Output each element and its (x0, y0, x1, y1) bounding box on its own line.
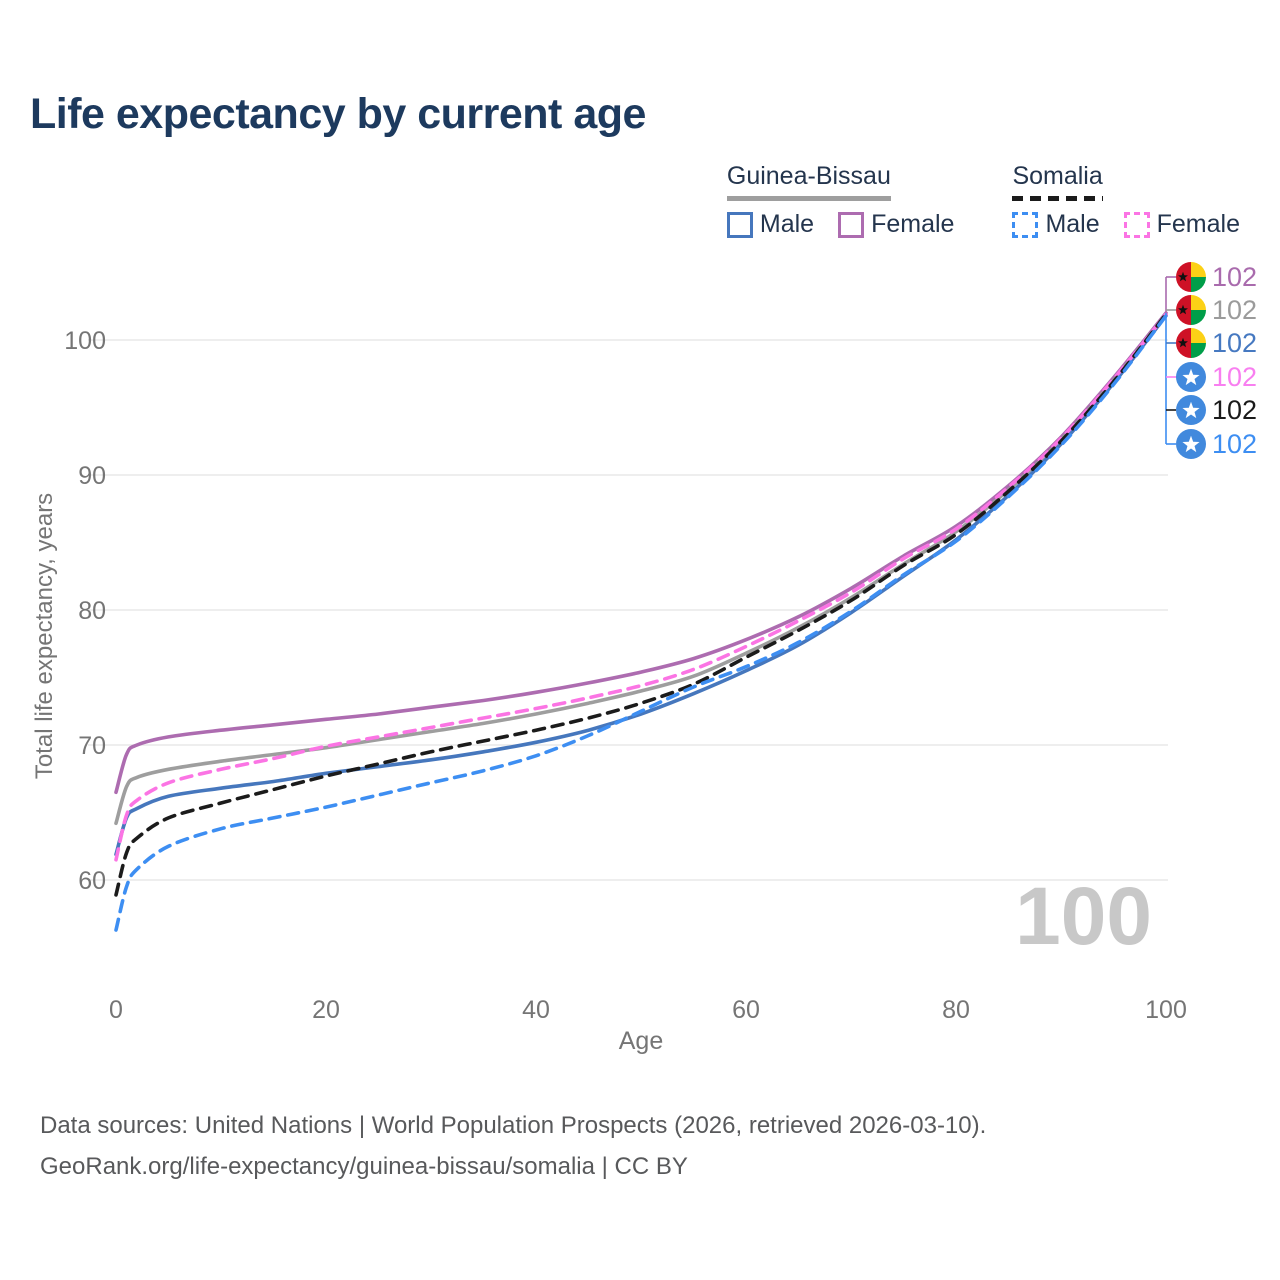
legend-country-somalia: Somalia (1012, 162, 1103, 201)
end-value-label: 102 (1212, 362, 1257, 392)
flag-icon-somalia (1176, 362, 1206, 392)
legend-item-label: Male (1045, 210, 1100, 238)
guinea-bissau-female-swatch-icon (838, 211, 865, 238)
legend-group-guinea-bissau: Guinea-Bissau Male Female (726, 162, 954, 239)
legend-item-guinea-bissau-male[interactable]: Male (726, 210, 815, 239)
legend-country-label: Guinea-Bissau (726, 162, 891, 190)
somalia-female-swatch-icon (1123, 211, 1150, 238)
end-value-label: 102 (1212, 395, 1257, 425)
flag-icon-somalia (1176, 395, 1206, 425)
data-source-footer: Data sources: United Nations | World Pop… (40, 1105, 986, 1187)
x-tick-label: 80 (942, 996, 970, 1024)
age-counter-watermark: 100 (1015, 871, 1152, 962)
flag-icon-guinea-bissau (1176, 295, 1206, 325)
flag-icon-guinea-bissau (1176, 262, 1206, 292)
legend-item-somalia-male[interactable]: Male (1012, 210, 1100, 239)
footer-sources-line: Data sources: United Nations | World Pop… (40, 1112, 987, 1139)
series-line-somalia-both-sexes (114, 312, 1168, 897)
somalia-line-sample (1012, 196, 1103, 201)
series-lines (114, 311, 1168, 932)
y-axis-title: Total life expectancy, years (31, 493, 58, 779)
flag-icon-guinea-bissau (1176, 328, 1206, 358)
legend-country-label: Somalia (1012, 162, 1103, 190)
end-value-label: 102 (1212, 295, 1257, 325)
guinea-bissau-male-swatch-icon (726, 211, 753, 238)
legend-item-label: Female (1156, 210, 1240, 238)
series-line-somalia-female (114, 312, 1168, 862)
series-line-guinea-bissau-both-sexes (114, 312, 1168, 826)
guinea-bissau-line-sample (726, 196, 891, 201)
somalia-male-swatch-icon (1012, 211, 1039, 238)
chart-legend: Guinea-Bissau Male Female Somalia Male (726, 162, 1240, 239)
end-value-label: 102 (1212, 429, 1257, 459)
y-tick-label: 80 (78, 597, 106, 625)
gridlines: 60 70 80 90 100 (64, 327, 1168, 895)
y-tick-label: 70 (78, 732, 106, 760)
page-title: Life expectancy by current age (30, 90, 646, 138)
y-tick-label: 90 (78, 462, 106, 490)
series-line-guinea-bissau-female (114, 311, 1168, 795)
x-tick-label: 20 (312, 996, 340, 1024)
footer-url-line: GeoRank.org/life-expectancy/guinea-bissa… (40, 1153, 688, 1180)
x-tick-label: 60 (732, 996, 760, 1024)
legend-item-label: Male (759, 210, 815, 238)
series-line-guinea-bissau-male (114, 313, 1168, 857)
legend-item-somalia-female[interactable]: Female (1123, 210, 1240, 239)
legend-group-somalia: Somalia Male Female (1012, 162, 1240, 239)
x-tick-label: 0 (109, 996, 123, 1024)
legend-item-label: Female (871, 210, 955, 238)
flag-icon-somalia (1176, 429, 1206, 459)
axes: 0 20 40 60 80 100 Age Total life expectancy, ye… (31, 493, 1187, 1055)
x-axis-title: Age (619, 1027, 663, 1055)
legend-item-guinea-bissau-female[interactable]: Female (838, 210, 954, 239)
y-tick-label: 100 (64, 327, 106, 355)
y-tick-label: 60 (78, 867, 106, 895)
end-value-label: 102 (1212, 328, 1257, 358)
x-tick-label: 100 (1145, 996, 1187, 1024)
legend-country-guinea-bissau: Guinea-Bissau (726, 162, 891, 201)
x-tick-label: 40 (522, 996, 550, 1024)
series-line-somalia-male (114, 313, 1168, 932)
end-value-label: 102 (1212, 262, 1257, 292)
